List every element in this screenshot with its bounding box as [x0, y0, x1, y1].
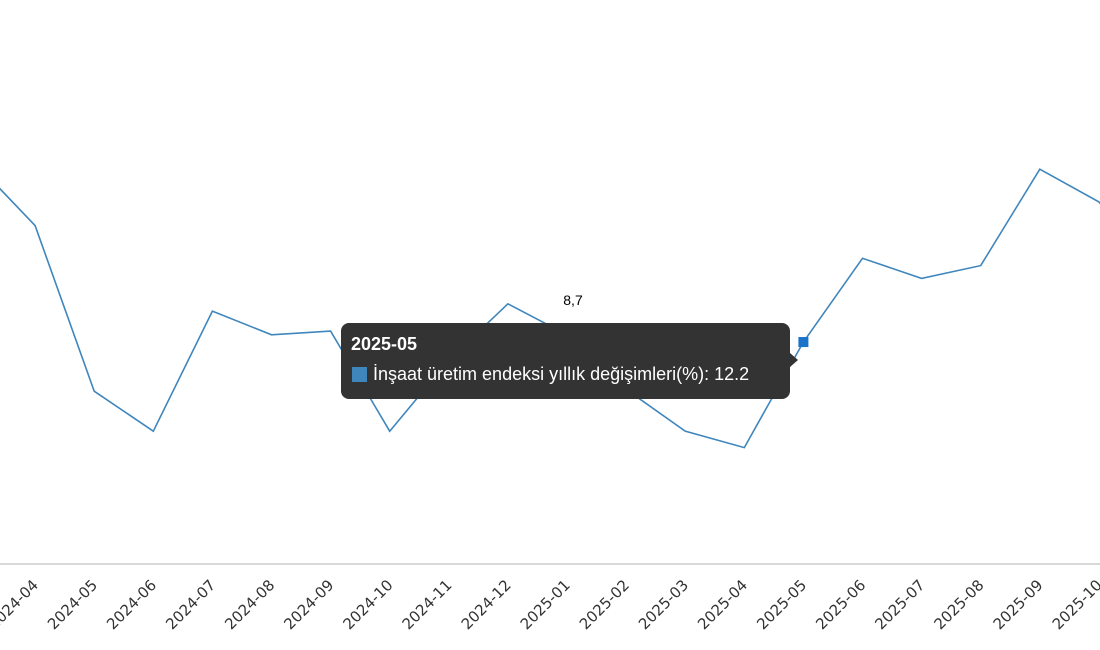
chart-tooltip: 2025-05 İnşaat üretim endeksi yıllık değ…: [341, 323, 798, 399]
x-tick-label: 2025-10: [1049, 576, 1100, 633]
data-point[interactable]: [267, 330, 277, 340]
data-point[interactable]: [858, 253, 868, 263]
tooltip-row: İnşaat üretim endeksi yıllık değişimleri…: [351, 363, 780, 385]
data-point[interactable]: [503, 299, 513, 309]
active-data-point[interactable]: [798, 337, 809, 348]
data-point[interactable]: [1094, 197, 1100, 207]
data-point[interactable]: [148, 426, 158, 436]
data-point[interactable]: [385, 426, 395, 436]
x-tick-label: 2024-07: [162, 576, 219, 633]
x-tick-label: 2025-01: [517, 576, 574, 633]
x-tick-label: 2025-02: [576, 576, 633, 633]
data-point[interactable]: [739, 443, 749, 453]
x-tick-label: 2024-04: [0, 576, 42, 633]
x-tick-label: 2025-07: [871, 576, 928, 633]
annotation-marker-label: 8,7: [563, 292, 583, 308]
series-group: [0, 164, 1100, 453]
data-point[interactable]: [30, 221, 40, 231]
x-tick-label: 2025-04: [694, 576, 751, 633]
x-tick-label: 2025-09: [990, 576, 1047, 633]
x-tick-label: 2024-10: [339, 576, 396, 633]
tooltip-separator: :: [704, 364, 715, 384]
tooltip-series-label: İnşaat üretim endeksi yıllık değişimleri…: [373, 364, 705, 384]
x-tick-label: 2025-08: [930, 576, 987, 633]
data-point[interactable]: [976, 261, 986, 271]
x-tick-label: 2024-11: [399, 576, 456, 633]
data-point[interactable]: [326, 326, 336, 336]
data-point[interactable]: [680, 426, 690, 436]
data-point[interactable]: [89, 386, 99, 396]
x-tick-label: 2024-12: [458, 576, 515, 633]
x-tick-label: 2024-06: [103, 576, 160, 633]
data-point[interactable]: [917, 273, 927, 283]
tooltip-title: 2025-05: [351, 334, 418, 354]
data-point[interactable]: [1035, 164, 1045, 174]
x-tick-label: 2025-05: [753, 576, 810, 633]
series-line-0: [0, 168, 1100, 449]
x-axis-ticks: 2024-04 2024-05 2024-06 2024-07 2024-08 2024-…: [0, 576, 1100, 633]
x-tick-label: 2024-05: [44, 576, 101, 633]
tooltip-value: 12.2: [714, 364, 750, 384]
data-point[interactable]: [207, 306, 217, 316]
x-tick-label: 2025-06: [812, 576, 869, 633]
series-swatch-icon: [352, 366, 367, 382]
x-tick-label: 2024-09: [280, 576, 337, 633]
x-tick-label: 2024-08: [221, 576, 278, 633]
x-tick-label: 2025-03: [635, 576, 692, 633]
